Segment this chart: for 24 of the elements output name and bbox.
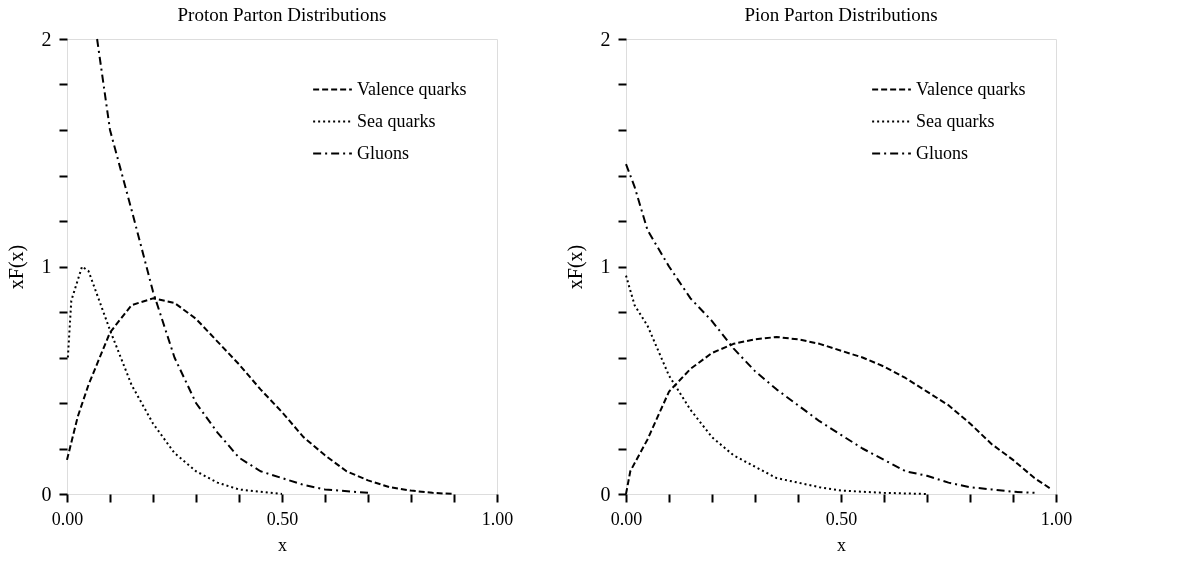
- legend-label: Gluons: [916, 142, 969, 163]
- legend-label: Gluons: [357, 142, 410, 163]
- legend-label: Sea quarks: [357, 110, 436, 131]
- x-tick-label: 0.00: [51, 508, 84, 529]
- y-axis-title: xF(x): [563, 244, 587, 290]
- y-tick-label: 0: [600, 482, 611, 505]
- x-axis-title: x: [278, 534, 287, 555]
- x-tick-label: 0.50: [825, 508, 858, 529]
- chart-title: Pion Parton Distributions: [744, 4, 938, 25]
- legend-label: Valence quarks: [916, 78, 1026, 99]
- x-tick-label: 0.00: [610, 508, 643, 529]
- x-axis-title: x: [837, 534, 846, 555]
- y-tick-label: 0: [41, 482, 52, 505]
- chart-title: Proton Parton Distributions: [177, 4, 387, 25]
- x-tick-label: 0.50: [266, 508, 299, 529]
- y-tick-label: 2: [41, 27, 52, 50]
- x-tick-label: 1.00: [1040, 508, 1073, 529]
- legend-label: Sea quarks: [916, 110, 995, 131]
- x-tick-label: 1.00: [481, 508, 514, 529]
- y-tick-label: 1: [41, 255, 52, 277]
- y-tick-label: 1: [600, 255, 611, 277]
- y-tick-label: 2: [600, 27, 611, 50]
- y-axis-title: xF(x): [4, 244, 28, 290]
- legend-label: Valence quarks: [357, 78, 467, 99]
